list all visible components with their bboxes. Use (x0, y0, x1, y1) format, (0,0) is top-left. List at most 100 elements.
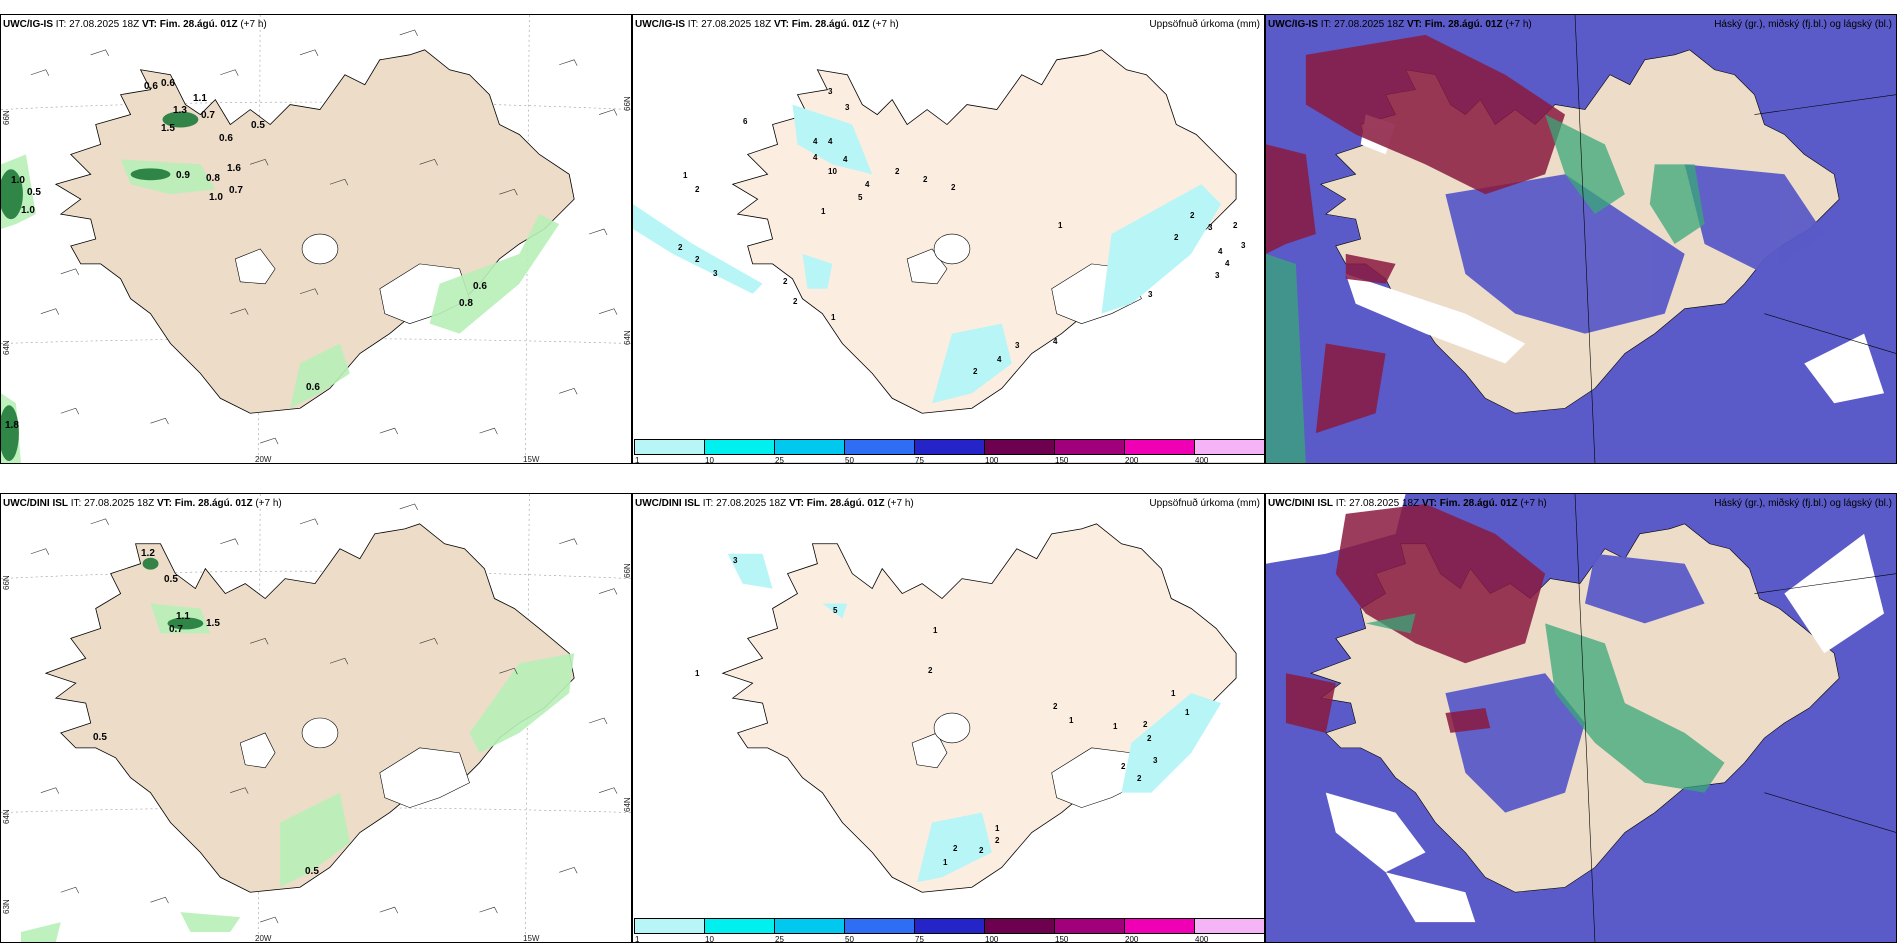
colorbar-swatch (705, 919, 775, 933)
lat-label: 64N (2, 340, 11, 355)
colorbar-tick: 75 (915, 935, 924, 943)
panel-right-title: Uppsöfnuð úrkoma (mm) (1149, 498, 1260, 509)
panel-title: UWC/DINI ISL IT: 27.08.2025 18Z VT: Fim.… (1268, 498, 1547, 509)
colorbar-swatch (1125, 919, 1195, 933)
precip-label: 2 (995, 836, 1000, 845)
precip-label: 2 (1147, 734, 1152, 743)
precip-label: 3 (1015, 341, 1020, 350)
colorbar-tick: 400 (1195, 456, 1209, 464)
precip-label: 3 (1215, 271, 1220, 280)
wind-label: 0.8 (459, 298, 473, 309)
panel-ig-wind: UWC/IG-IS IT: 27.08.2025 18Z VT: Fim. 28… (0, 14, 632, 464)
map-iceland (1, 15, 631, 463)
wind-label: 0.6 (306, 382, 320, 393)
precip-label: 1 (695, 669, 700, 678)
precip-label: 4 (1053, 337, 1058, 346)
precip-label: 1 (995, 824, 1000, 833)
precip-label: 1 (1069, 716, 1074, 725)
wind-label: 0.5 (305, 866, 319, 877)
precip-label: 3 (713, 269, 718, 278)
wind-label: 1.5 (206, 618, 220, 629)
precip-label: 2 (1233, 221, 1238, 230)
colorbar-tick: 200 (1125, 456, 1139, 464)
precip-label: 4 (843, 155, 848, 164)
wind-label: 1.0 (21, 205, 35, 216)
precip-label: 3 (1208, 223, 1213, 232)
precip-label: 3 (1148, 290, 1153, 299)
colorbar-tick: 75 (915, 456, 924, 464)
precip-label: 1 (821, 207, 826, 216)
panel-ig-clouds: UWC/IG-IS IT: 27.08.2025 18Z VT: Fim. 28… (1265, 14, 1897, 464)
precip-label: 4 (1218, 247, 1223, 256)
precip-label: 3 (1241, 241, 1246, 250)
lon-label: 20W (255, 455, 272, 464)
panel-title: UWC/DINI ISL IT: 27.08.2025 18Z VT: Fim.… (3, 498, 282, 509)
lat-label: 66N (2, 110, 11, 125)
precip-label: 5 (833, 606, 838, 615)
panel-dini-clouds: UWC/DINI ISL IT: 27.08.2025 18Z VT: Fim.… (1265, 493, 1897, 943)
colorbar-tick: 200 (1125, 935, 1139, 943)
precip-label: 2 (1121, 762, 1126, 771)
wind-label: 1.5 (161, 123, 175, 134)
panel-right-title: Háský (gr.), miðský (fj.bl.) og lágský (… (1714, 19, 1892, 30)
precip-label: 2 (1143, 720, 1148, 729)
precip-label: 4 (813, 153, 818, 162)
precip-label: 2 (695, 185, 700, 194)
colorbar-tick: 50 (845, 456, 854, 464)
colorbar-swatch (775, 440, 845, 454)
precip-label: 1 (683, 171, 688, 180)
precip-label: 3 (845, 103, 850, 112)
colorbar-tick: 25 (775, 456, 784, 464)
precip-label: 2 (928, 666, 933, 675)
colorbar-swatch (845, 440, 915, 454)
colorbar-tick: 10 (705, 456, 714, 464)
wind-barbs (30, 29, 618, 445)
wind-label: 0.9 (176, 170, 190, 181)
lat-label: 66N (2, 575, 11, 590)
lat-label: 66N (623, 563, 632, 578)
colorbar (634, 918, 1264, 934)
colorbar-swatch (775, 919, 845, 933)
panel-ig-precip: UWC/IG-IS IT: 27.08.2025 18Z VT: Fim. 28… (632, 14, 1265, 464)
panel-title: UWC/IG-IS IT: 27.08.2025 18Z VT: Fim. 28… (1268, 19, 1532, 30)
colorbar-swatch (1195, 440, 1264, 454)
colorbar-tick: 10 (705, 935, 714, 943)
map-iceland (633, 49, 1264, 463)
iceland-land (54, 49, 575, 414)
precip-label: 4 (1225, 259, 1230, 268)
wind-label: 0.6 (161, 78, 175, 89)
precip-label: 2 (951, 183, 956, 192)
wind-label: 0.5 (27, 187, 41, 198)
precip-label: 2 (1174, 233, 1179, 242)
colorbar-tick: 150 (1055, 456, 1069, 464)
colorbar-tick: 25 (775, 935, 784, 943)
wind-label: 1.2 (141, 548, 155, 559)
lat-label: 66N (623, 96, 632, 111)
lat-label: 64N (2, 809, 11, 824)
colorbar-tick: 100 (985, 456, 999, 464)
wind-label: 1.0 (209, 192, 223, 203)
precip-label: 6 (743, 117, 748, 126)
wind-label: 1.1 (193, 93, 207, 104)
precip-label: 2 (895, 167, 900, 176)
map-iceland (721, 523, 1237, 893)
map-iceland-clouds (1266, 15, 1896, 463)
panel-title: UWC/DINI ISL IT: 27.08.2025 18Z VT: Fim.… (635, 498, 914, 509)
precip-label: 2 (793, 297, 798, 306)
precip-label: 1 (831, 313, 836, 322)
panel-right-title: Uppsöfnuð úrkoma (mm) (1149, 19, 1260, 30)
map-iceland-clouds (1266, 494, 1896, 942)
panel-dini-precip: UWC/DINI ISL IT: 27.08.2025 18Z VT: Fim.… (632, 493, 1265, 943)
wind-label: 0.5 (93, 732, 107, 743)
colorbar-swatch (915, 919, 985, 933)
colorbar-swatch (1125, 440, 1195, 454)
wind-label: 1.8 (5, 420, 19, 431)
wind-label: 0.5 (251, 120, 265, 131)
wind-label: 0.7 (201, 110, 215, 121)
colorbar-tick: 50 (845, 935, 854, 943)
colorbar-tick: 1 (635, 456, 640, 464)
precip-label: 2 (973, 367, 978, 376)
colorbar-swatch (985, 440, 1055, 454)
lon-label: 20W (255, 934, 272, 943)
precip-label: 3 (733, 556, 738, 565)
